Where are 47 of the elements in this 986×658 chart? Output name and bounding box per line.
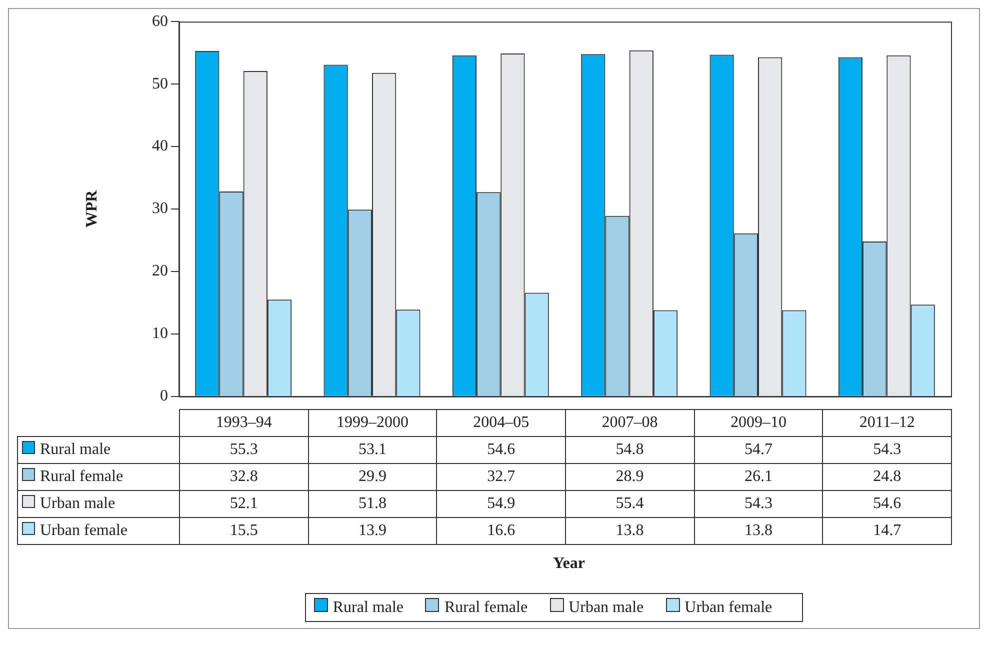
x-tick-label: 2007–08 <box>565 410 694 436</box>
text: Urban male <box>568 599 644 616</box>
x-tick-label: 2009–10 <box>694 410 823 436</box>
data-label: 32.8 <box>180 464 308 490</box>
y-tick-label: 60 <box>152 12 168 30</box>
x-tick-label: 2004–05 <box>436 410 566 436</box>
y-tick-label: 50 <box>152 75 168 92</box>
x-tick-label: 1999–2000 <box>308 410 437 436</box>
data-label: 13.9 <box>308 518 437 544</box>
data-label: 54.9 <box>436 490 566 518</box>
legend-label: Rural female <box>18 464 180 490</box>
data-label: 14.7 <box>822 518 952 544</box>
x-tick-label: 1993–94 <box>180 410 308 436</box>
data-label: 15.5 <box>180 518 308 544</box>
y-tick-label: 10 <box>152 325 168 342</box>
data-label: 54.6 <box>822 490 952 518</box>
y-axis-title: WPR <box>84 190 101 228</box>
data-label: 55.4 <box>565 490 694 518</box>
legend-label: Urban male <box>18 490 180 518</box>
data-label: 54.7 <box>694 436 823 464</box>
data-label: 53.1 <box>308 436 437 464</box>
data-label: 54.3 <box>694 490 823 518</box>
x-tick-label: 2011–12 <box>822 410 952 436</box>
data-label: 54.6 <box>436 436 566 464</box>
data-label: 51.8 <box>308 490 437 518</box>
text: Urban female <box>684 599 772 616</box>
y-tick-label: 40 <box>152 138 168 155</box>
data-label: 52.1 <box>180 490 308 518</box>
y-tick-label: 30 <box>152 200 168 218</box>
y-tick-label: 0 <box>160 388 168 405</box>
data-label: 13.8 <box>694 518 823 544</box>
data-label: 13.8 <box>565 518 694 544</box>
data-label: 54.8 <box>565 436 694 464</box>
data-label: 54.3 <box>822 436 952 464</box>
legend-label: Urban female <box>18 518 180 544</box>
data-label: 26.1 <box>694 464 823 490</box>
data-label: 29.9 <box>308 464 437 490</box>
text: Rural female <box>444 599 528 616</box>
data-label: 55.3 <box>180 436 308 464</box>
legend-label: Rural male <box>18 436 180 464</box>
data-label: 28.9 <box>565 464 694 490</box>
y-tick-label: 20 <box>152 262 168 280</box>
data-label: 24.8 <box>822 464 952 490</box>
text: Rural male <box>332 599 404 616</box>
data-label: 32.7 <box>436 464 566 490</box>
text: Year <box>552 555 586 573</box>
data-label: 16.6 <box>436 518 566 544</box>
